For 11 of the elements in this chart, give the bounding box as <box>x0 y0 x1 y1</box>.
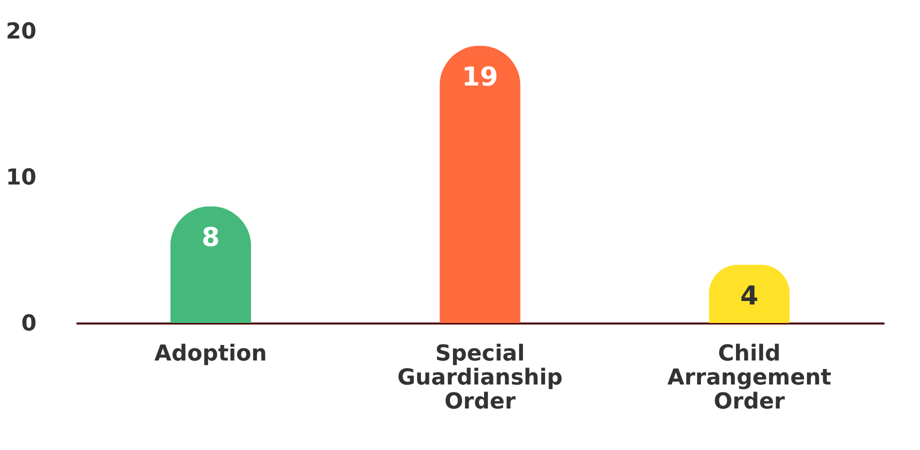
data-label: 19 <box>462 62 498 93</box>
y-tick-label: 20 <box>6 20 36 44</box>
data-label: 8 <box>202 223 220 254</box>
x-tick-label: Child Arrangement Order <box>667 342 832 414</box>
x-tick-label: Special Guardianship Order <box>397 342 563 414</box>
x-tick-label: Adoption <box>154 342 267 366</box>
y-tick-label: 10 <box>6 166 36 190</box>
bar <box>440 46 520 323</box>
bar <box>170 206 252 323</box>
y-tick-label: 0 <box>21 312 36 336</box>
data-label: 4 <box>740 282 758 312</box>
